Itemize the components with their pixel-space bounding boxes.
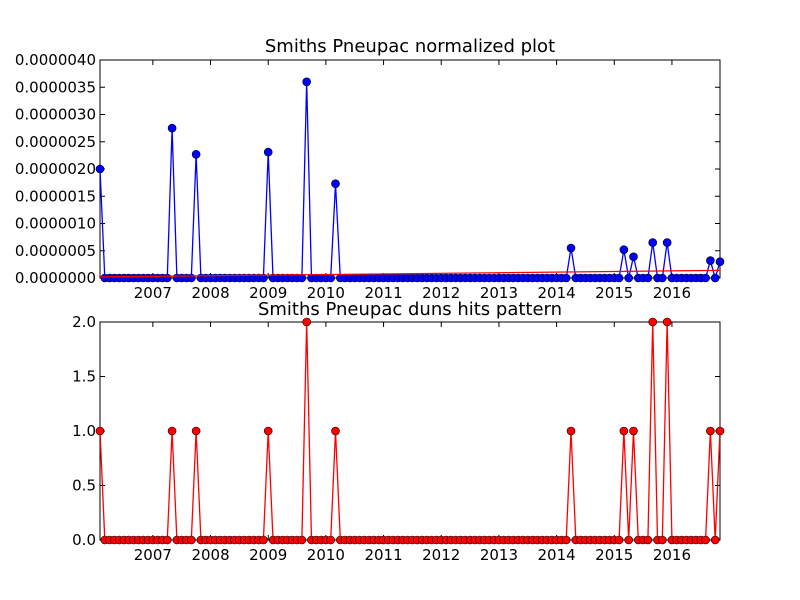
series-1 (95, 317, 725, 545)
data-point (658, 273, 667, 283)
data-point (162, 535, 172, 545)
data-point (648, 317, 658, 327)
data-point (167, 426, 177, 436)
data-point (95, 164, 105, 174)
data-point (643, 535, 653, 545)
data-point (302, 77, 311, 87)
data-point (297, 273, 307, 283)
data-point (263, 147, 273, 157)
series-2 (99, 269, 721, 278)
y-tick-label: 0.0000000 (15, 269, 96, 287)
data-point (710, 535, 720, 545)
x-tick-label: 2008 (191, 284, 229, 302)
chart-title: Smiths Pneupac duns hits pattern (258, 299, 562, 320)
data-point (326, 535, 335, 545)
x-tick-label: 2012 (422, 284, 460, 302)
x-tick-label: 2011 (364, 546, 402, 564)
data-point (624, 535, 633, 545)
x-tick-label: 2012 (422, 546, 460, 564)
data-point (187, 535, 196, 545)
data-point (701, 273, 710, 283)
data-point (566, 243, 576, 253)
data-point (331, 179, 340, 189)
x-tick-label: 2008 (191, 546, 229, 564)
data-point (614, 273, 624, 283)
data-point (162, 273, 172, 283)
data-point (614, 535, 624, 545)
data-point (297, 535, 307, 545)
y-tick-label: 0.0000005 (15, 242, 96, 260)
data-point (331, 426, 340, 436)
data-point (624, 273, 633, 283)
data-point (326, 273, 335, 283)
data-point (648, 238, 658, 247)
data-point (566, 426, 576, 436)
data-point (259, 273, 268, 283)
data-point (662, 317, 672, 327)
y-tick-label: 0.5 (72, 477, 96, 495)
y-tick-label: 0.0 (72, 531, 96, 549)
data-point (701, 535, 710, 545)
data-point (629, 426, 638, 436)
x-tick-label: 2009 (249, 546, 287, 564)
x-tick-label: 2007 (134, 546, 172, 564)
chart-panel-2: Smiths Pneupac duns hits pattern 0.0 0.5 1.… (72, 299, 725, 564)
chart-title: Smiths Pneupac normalized plot (265, 36, 555, 57)
x-tick-label: 2010 (307, 546, 345, 564)
data-point (706, 256, 715, 265)
y-tick-label: 0.0000025 (15, 133, 96, 151)
x-tick-label: 2013 (480, 284, 518, 302)
y-tick-label: 0.0000030 (15, 106, 96, 124)
x-tick-label: 2016 (653, 284, 691, 302)
y-tick-label: 0.0000035 (15, 78, 96, 96)
data-point (259, 535, 268, 545)
y-tick-label: 0.0000020 (15, 160, 96, 178)
data-point (643, 273, 653, 283)
y-tick-label: 1.5 (72, 368, 96, 386)
y-tick-label: 0.0000015 (15, 187, 96, 205)
x-tick-label: 2007 (134, 284, 172, 302)
y-tick-label: 1.0 (72, 422, 96, 440)
x-tick-label: 2015 (595, 546, 633, 564)
x-tick-label: 2015 (595, 284, 633, 302)
data-point (715, 257, 725, 266)
x-tick-label: 2011 (364, 284, 402, 302)
data-point (706, 426, 715, 436)
trend-line (99, 269, 721, 278)
data-point (662, 238, 672, 247)
data-point (629, 252, 638, 262)
y-tick-label: 0.0000040 (15, 51, 96, 69)
data-point (710, 273, 720, 283)
x-tick-label: 2014 (537, 546, 575, 564)
data-point (263, 426, 273, 436)
y-tick-label: 2.0 (72, 313, 96, 331)
x-tick-label: 2016 (653, 546, 691, 564)
data-point (187, 273, 196, 283)
y-tick-label: 0.0000010 (15, 215, 96, 233)
x-tick-label: 2009 (249, 284, 287, 302)
data-point (561, 273, 571, 283)
data-point (619, 245, 629, 254)
x-tick-label: 2010 (307, 284, 345, 302)
series-1 (95, 77, 725, 283)
data-point (302, 317, 311, 327)
data-point (658, 535, 667, 545)
data-point (561, 535, 571, 545)
x-tick-label: 2014 (537, 284, 575, 302)
data-point (167, 123, 177, 133)
data-point (191, 426, 201, 436)
data-point (619, 426, 629, 436)
x-tick-label: 2013 (480, 546, 518, 564)
data-point (95, 426, 105, 436)
data-point (715, 426, 725, 436)
chart-panel-1: Smiths Pneupac normalized plot 0.0000000 0… (15, 36, 725, 302)
data-point (191, 149, 201, 159)
